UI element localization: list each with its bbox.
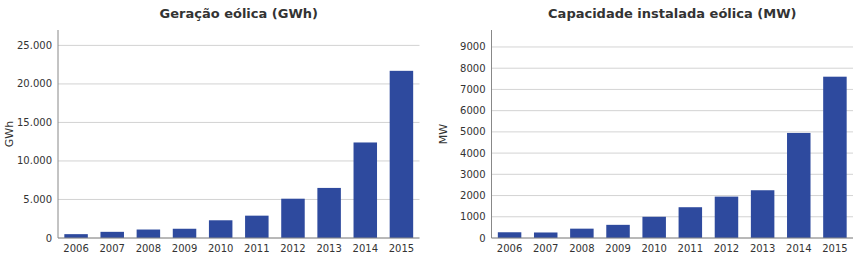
x-tick-label: 2012 [714, 243, 739, 254]
grid-line [492, 46, 854, 47]
grid-line [492, 131, 854, 132]
x-tick-label: 2011 [244, 243, 269, 254]
x-tick-label: 2014 [786, 243, 811, 254]
x-tick-label: 2013 [316, 243, 341, 254]
bar-chart: Geração eólica (GWh) GWh 0 5.000 10.000 15.00… [3, 6, 420, 254]
y-tick-label: 1000 [460, 211, 485, 222]
bar [715, 197, 738, 238]
grid-line [58, 83, 420, 84]
bar [245, 216, 268, 238]
bar [823, 77, 846, 238]
y-tick-label: 0 [46, 233, 52, 244]
y-tick-label: 0 [479, 233, 485, 244]
grid-line [58, 238, 420, 239]
y-tick-label: 8000 [460, 63, 485, 74]
x-tick-label: 2010 [641, 243, 666, 254]
x-axis-line [58, 238, 420, 239]
bar [209, 220, 232, 238]
bar [606, 225, 629, 238]
x-tick-label: 2014 [353, 243, 378, 254]
y-tick-label: 9000 [460, 41, 485, 52]
grid-line [492, 68, 854, 69]
y-tick-label: 5000 [460, 126, 485, 137]
x-tick-label: 2008 [136, 243, 161, 254]
grid-line [492, 89, 854, 90]
bars [64, 71, 413, 238]
y-tick-label: 6000 [460, 105, 485, 116]
x-tick-label: 2008 [569, 243, 594, 254]
bar [751, 190, 774, 238]
y-tick-label: 4000 [460, 148, 485, 159]
y-axis-line [58, 30, 59, 238]
y-tick-label: 5.000 [23, 194, 52, 205]
y-tick-label: 20.000 [17, 78, 52, 89]
bar [64, 234, 87, 238]
bar [354, 142, 377, 238]
bar [100, 232, 123, 238]
x-tick-label: 2009 [172, 243, 197, 254]
grid-line [58, 45, 420, 46]
x-tick-label: 2012 [280, 243, 305, 254]
y-axis-line [491, 30, 492, 238]
bar [281, 199, 304, 238]
x-tick-label: 2007 [533, 243, 558, 254]
y-tick-label: 2000 [460, 190, 485, 201]
x-tick-label: 2011 [678, 243, 703, 254]
y-axis-label: MW [437, 124, 450, 144]
y-tick-label: 25.000 [17, 40, 52, 51]
x-tick-label: 2006 [497, 243, 522, 254]
x-tick-label: 2013 [750, 243, 775, 254]
bar [137, 230, 160, 238]
x-tick-label: 2010 [208, 243, 233, 254]
x-axis-line [492, 238, 854, 239]
bar [534, 232, 557, 238]
x-tick-label: 2015 [822, 243, 847, 254]
chart-title: Capacidade instalada eólica (MW) [548, 6, 796, 21]
bars [498, 77, 847, 238]
bar [317, 188, 340, 238]
chart-title: Geração eólica (GWh) [160, 6, 318, 21]
y-tick-label: 15.000 [17, 117, 52, 128]
grid-line [492, 238, 854, 239]
x-tick-label: 2009 [605, 243, 630, 254]
bar [173, 229, 196, 238]
bar-chart: Capacidade instalada eólica (MW) MW 0 1000 2… [437, 6, 854, 254]
x-tick-label: 2007 [99, 243, 124, 254]
bar [390, 71, 413, 238]
bar [787, 133, 810, 238]
grid-line [58, 122, 420, 123]
bar [570, 229, 593, 238]
chart-canvas: Geração eólica (GWh) GWh 0 5.000 10.000 15.00… [0, 0, 867, 265]
x-tick-label: 2006 [63, 243, 88, 254]
bar [498, 232, 521, 238]
x-tick-label: 2015 [389, 243, 414, 254]
page: {"chart_data": [ {"type": "bar", "title"… [0, 0, 867, 265]
y-tick-label: 7000 [460, 84, 485, 95]
y-tick-label: 10.000 [17, 155, 52, 166]
y-tick-label: 3000 [460, 169, 485, 180]
bar [679, 207, 702, 238]
grid-line [492, 110, 854, 111]
y-axis-label: GWh [3, 121, 16, 147]
bar [642, 217, 665, 238]
